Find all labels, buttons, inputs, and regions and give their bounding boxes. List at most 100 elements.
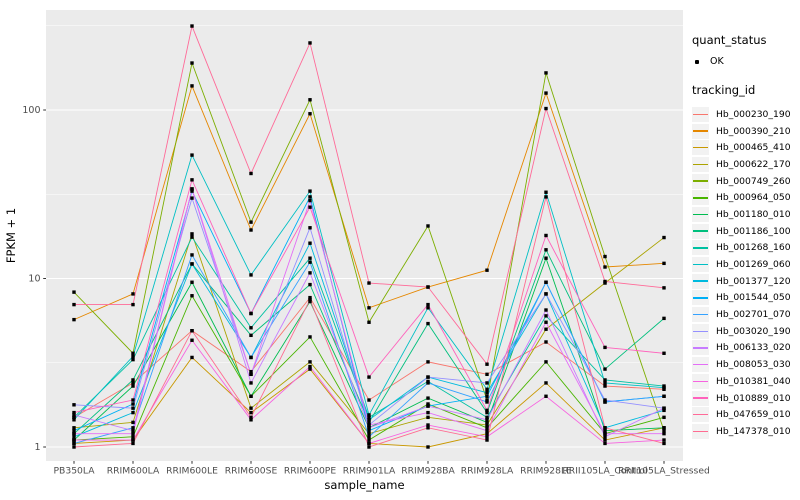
data-point: [367, 320, 371, 324]
data-point: [131, 420, 135, 425]
data-point: [544, 71, 548, 75]
data-point: [308, 364, 312, 369]
y-tick-label: 100: [22, 105, 40, 116]
data-point: [190, 232, 194, 236]
data-point: [544, 280, 548, 284]
data-point: [603, 378, 607, 382]
legend-key-label: Hb_000622_170: [716, 158, 791, 170]
legend-key-label: Hb_001269_060: [716, 259, 791, 271]
data-point: [544, 248, 548, 252]
legend-swatch-icon: [692, 106, 709, 122]
data-point: [662, 431, 666, 436]
data-point: [367, 441, 371, 446]
data-point: [190, 338, 194, 342]
legend-swatch-icon: [692, 357, 709, 373]
data-point: [426, 426, 430, 430]
legend-key-label: Hb_147378_010: [716, 425, 791, 437]
data-point: [544, 360, 548, 364]
data-point: [662, 286, 666, 290]
data-point: [426, 302, 430, 307]
tracking-id-key-list: Hb_000230_190 Hb_000390_210 Hb_000465_410 H…: [692, 106, 800, 440]
data-point: [72, 428, 76, 433]
data-point: [426, 423, 430, 427]
data-point: [367, 445, 371, 449]
data-point: [367, 398, 371, 402]
data-point: [308, 112, 312, 116]
x-tick-label: RRII105LA_Control: [562, 466, 647, 477]
legend-key-label: Hb_000465_410: [716, 142, 791, 154]
legend-key-Hb_147378_010: Hb_147378_010: [692, 423, 800, 440]
data-point: [190, 84, 194, 88]
data-point: [249, 311, 253, 316]
data-point: [131, 426, 135, 430]
legend-key-label: Hb_003020_190: [716, 325, 791, 337]
data-point: [190, 189, 194, 193]
data-point: [544, 190, 548, 194]
legend-swatch-icon: [692, 407, 709, 423]
data-point: [308, 241, 312, 245]
legend-key-label: Hb_002701_070: [716, 309, 791, 321]
data-point: [190, 196, 194, 200]
legend-key-Hb_000465_410: Hb_000465_410: [692, 139, 800, 156]
x-tick-label: RRIM600LE: [166, 466, 218, 477]
legend-key-Hb_001377_120: Hb_001377_120: [692, 273, 800, 290]
data-point: [426, 224, 430, 228]
data-point: [485, 438, 489, 442]
data-point: [544, 91, 548, 95]
data-point: [662, 438, 666, 442]
legend-swatch-icon: [692, 123, 709, 139]
legend-key-Hb_006133_020: Hb_006133_020: [692, 340, 800, 357]
legend-key-Hb_000390_210: Hb_000390_210: [692, 123, 800, 140]
data-point: [485, 410, 489, 415]
data-point: [485, 372, 489, 377]
data-point: [308, 260, 312, 264]
data-point: [485, 362, 489, 366]
data-point: [131, 384, 135, 388]
x-tick-label: RRII105LA_Stressed: [618, 466, 710, 477]
data-point: [603, 279, 607, 284]
data-point: [190, 355, 194, 360]
legend-key-Hb_047659_010: Hb_047659_010: [692, 406, 800, 423]
data-point: [190, 253, 194, 257]
data-point: [249, 220, 253, 224]
data-point: [662, 261, 666, 266]
legend-key-label: Hb_010889_010: [716, 392, 791, 404]
data-point: [308, 256, 312, 260]
data-point: [485, 431, 489, 436]
legend-key-Hb_001269_060: Hb_001269_060: [692, 256, 800, 273]
data-point: [249, 394, 253, 398]
data-point: [131, 302, 135, 307]
data-point: [190, 235, 194, 239]
data-point: [426, 415, 430, 420]
data-point: [662, 385, 666, 390]
data-point: [367, 431, 371, 436]
legend-key-Hb_000230_190: Hb_000230_190: [692, 106, 800, 123]
data-point: [72, 413, 76, 417]
legend-key-label: Hb_001544_050: [716, 292, 791, 304]
data-point: [131, 351, 135, 355]
data-point: [367, 420, 371, 425]
data-point: [190, 329, 194, 333]
data-point: [603, 398, 607, 402]
data-point: [367, 281, 371, 285]
data-point: [485, 400, 489, 404]
legend-key-Hb_002701_070: Hb_002701_070: [692, 306, 800, 323]
legend-swatch-icon: [692, 373, 709, 389]
legend-swatch-icon: [692, 423, 709, 439]
data-point: [249, 418, 253, 422]
data-point: [249, 171, 253, 176]
data-point: [190, 262, 194, 266]
legend-key-Hb_010889_010: Hb_010889_010: [692, 390, 800, 407]
data-point: [426, 445, 430, 449]
data-point: [485, 426, 489, 430]
data-point: [72, 403, 76, 407]
legend-key-label: Hb_001377_120: [716, 275, 791, 287]
data-point: [485, 394, 489, 398]
data-point: [72, 441, 76, 446]
data-point: [662, 394, 666, 398]
data-point: [72, 415, 76, 420]
data-point: [308, 299, 312, 304]
legend-key-Hb_001180_010: Hb_001180_010: [692, 206, 800, 223]
